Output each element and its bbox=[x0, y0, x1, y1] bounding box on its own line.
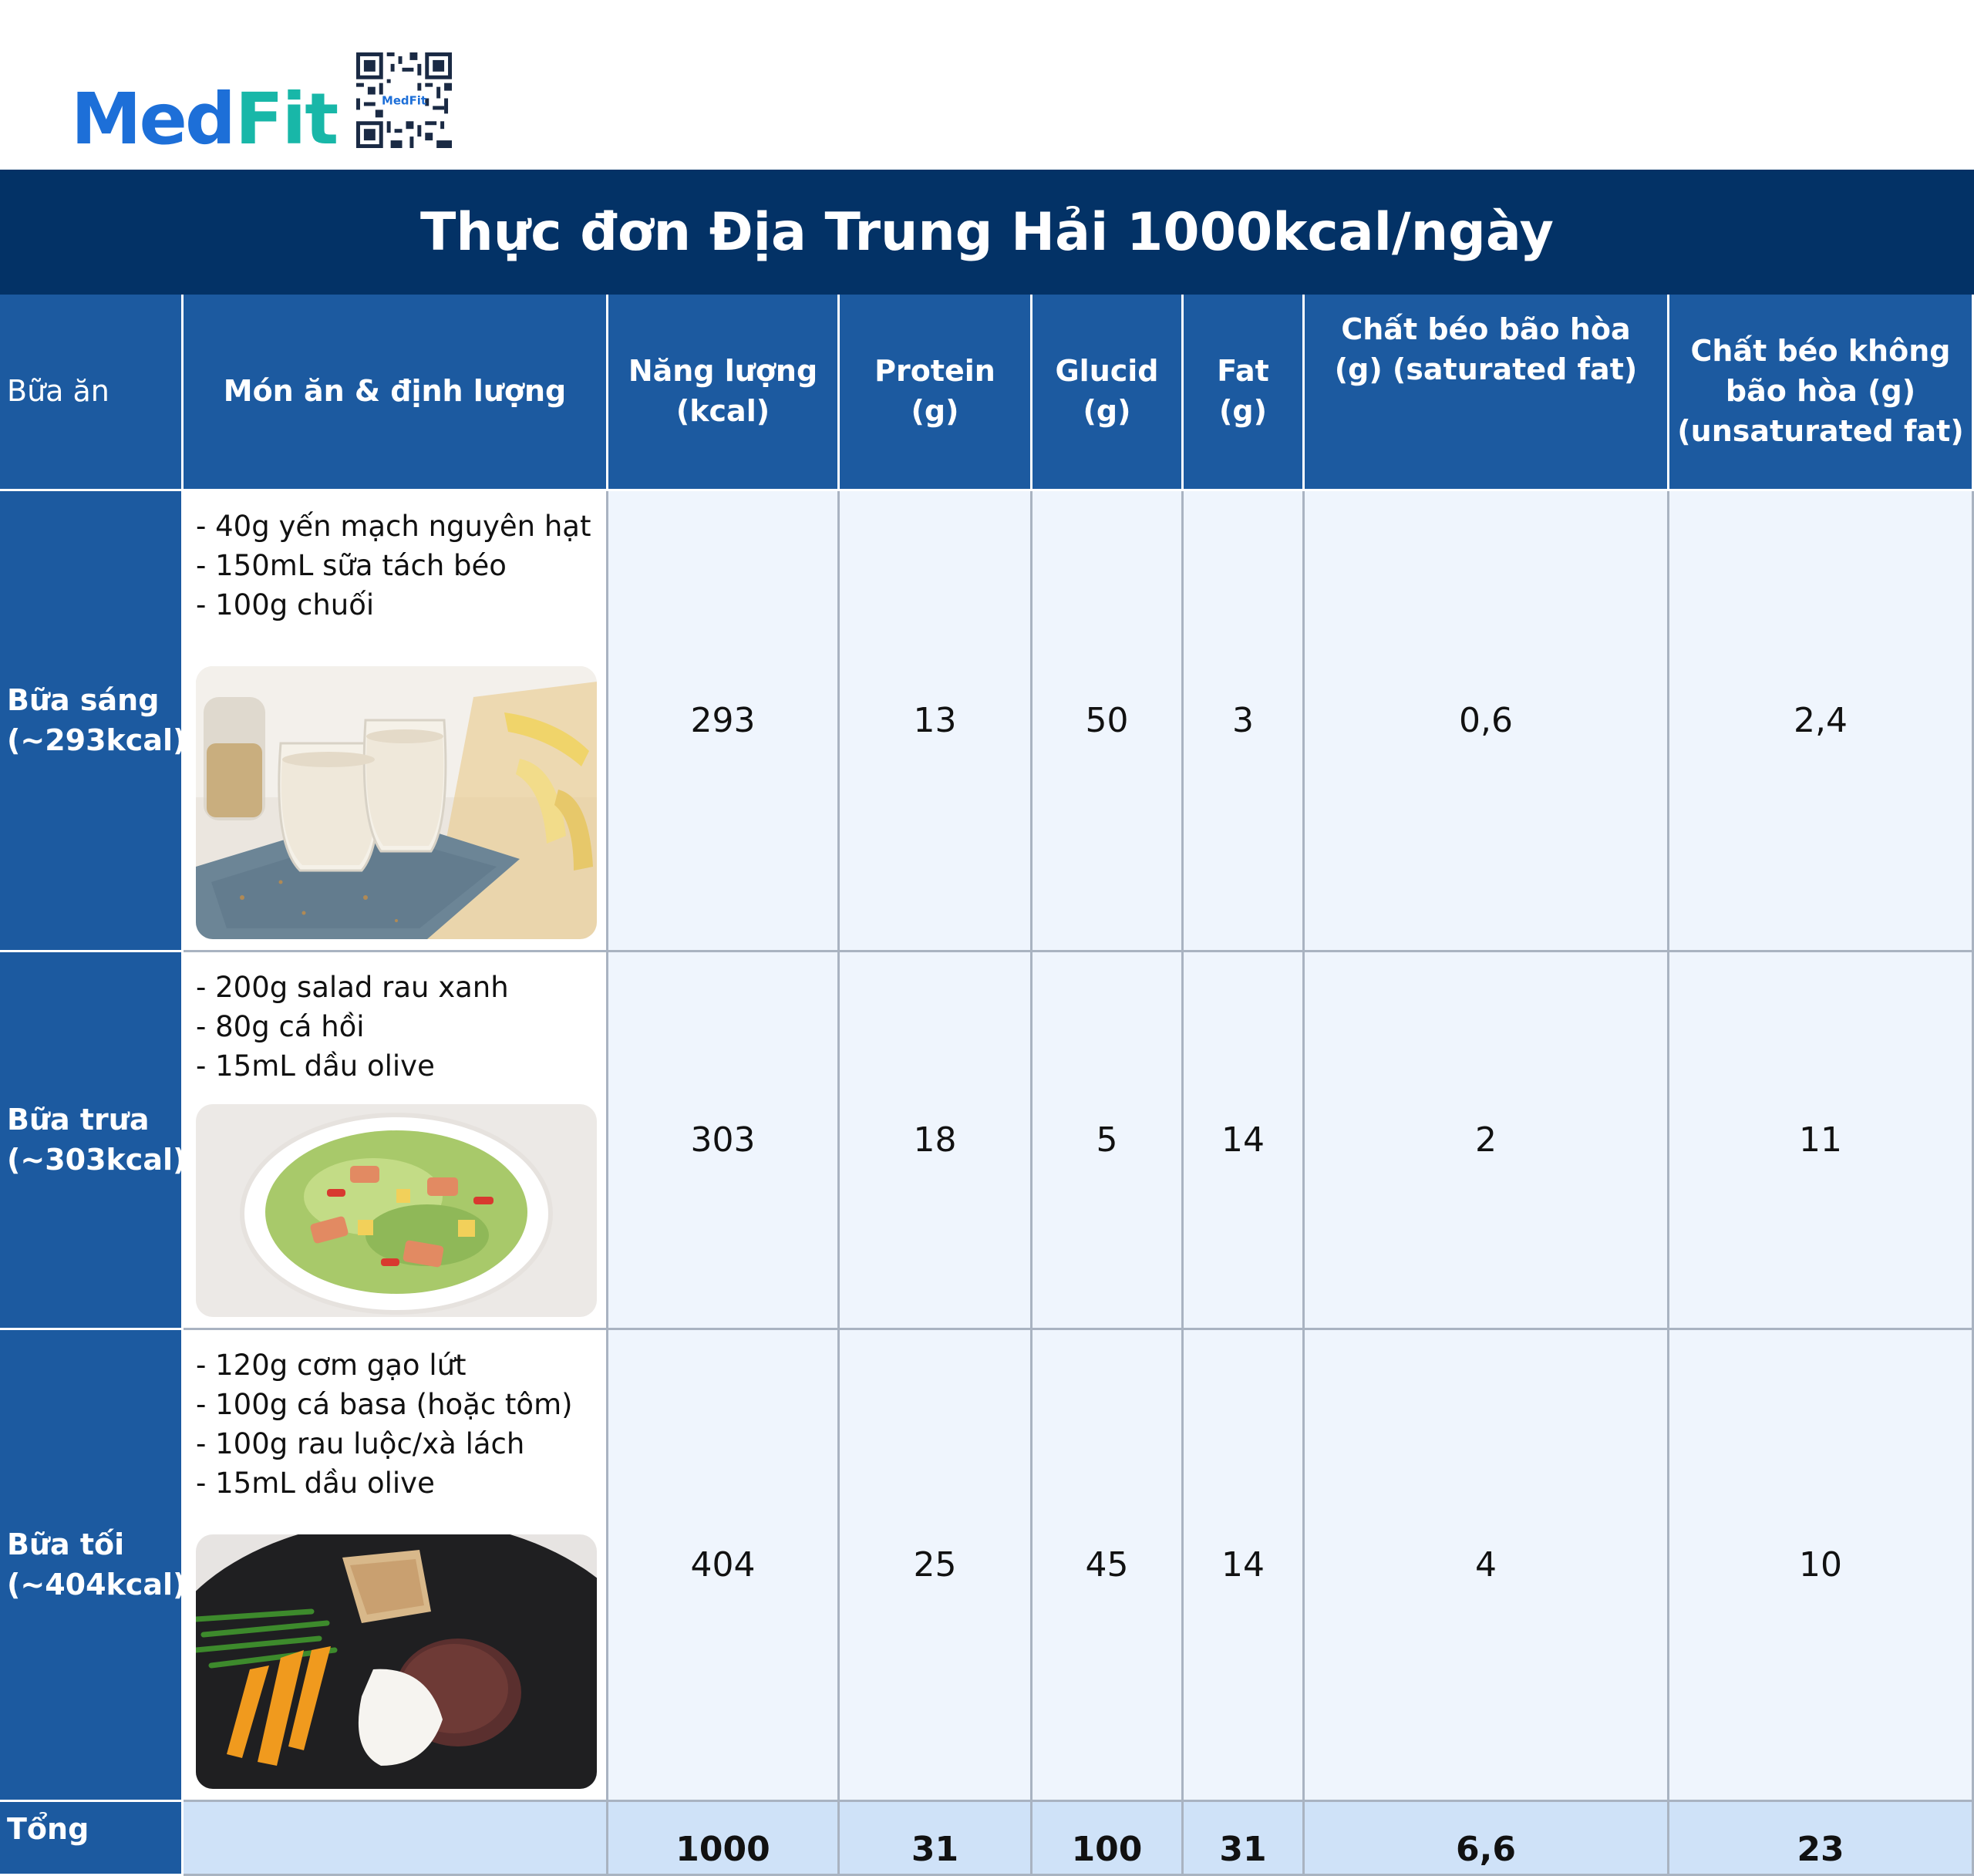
total-energy: 1000 bbox=[608, 1802, 840, 1876]
breakfast-photo bbox=[196, 666, 597, 939]
value-energy: 404 bbox=[608, 1330, 840, 1802]
value-glucid: 5 bbox=[1032, 952, 1184, 1330]
meal-kcal: (~293kcal) bbox=[7, 722, 187, 757]
total-unsaturated-fat: 23 bbox=[1669, 1802, 1974, 1876]
value-unsaturated-fat: 11 bbox=[1669, 952, 1974, 1330]
value-fat: 14 bbox=[1184, 1330, 1305, 1802]
value-saturated-fat: 0,6 bbox=[1305, 491, 1669, 952]
qr-center-text: MedFit bbox=[382, 93, 426, 107]
total-saturated-fat: 6,6 bbox=[1305, 1802, 1669, 1876]
page-title: Thực đơn Địa Trung Hải 1000kcal/ngày bbox=[0, 170, 1974, 295]
header-meal: Bữa ăn bbox=[0, 295, 184, 491]
value-energy: 293 bbox=[608, 491, 840, 952]
dish-item: - 120g cơm gạo lứt bbox=[196, 1349, 467, 1382]
value-glucid: 45 bbox=[1032, 1330, 1184, 1802]
meal-kcal: (~303kcal) bbox=[7, 1142, 187, 1177]
header-fat: Fat (g) bbox=[1184, 295, 1305, 491]
value-unsaturated-fat: 2,4 bbox=[1669, 491, 1974, 952]
dish-item: - 15mL dầu olive bbox=[196, 1467, 435, 1500]
value-glucid: 50 bbox=[1032, 491, 1184, 952]
dish-item: - 150mL sữa tách béo bbox=[196, 549, 507, 582]
total-dish-blank bbox=[184, 1802, 608, 1876]
value-protein: 25 bbox=[840, 1330, 1032, 1802]
dish-item: - 80g cá hồi bbox=[196, 1010, 365, 1043]
meal-name: Bữa tối bbox=[7, 1527, 125, 1561]
dish-item: - 15mL dầu olive bbox=[196, 1049, 435, 1083]
dish-item: - 40g yến mạch nguyên hạt bbox=[196, 510, 591, 543]
header-glucid: Glucid (g) bbox=[1032, 295, 1184, 491]
value-energy: 303 bbox=[608, 952, 840, 1330]
meal-name: Bữa trưa bbox=[7, 1102, 150, 1137]
lunch-photo bbox=[196, 1104, 597, 1317]
header-saturated-fat: Chất béo bão hòa (g) (saturated fat) bbox=[1305, 295, 1669, 491]
logo-text-med: Med bbox=[71, 78, 236, 160]
header-dish: Món ăn & định lượng bbox=[184, 295, 608, 491]
meal-kcal: (~404kcal) bbox=[7, 1567, 187, 1602]
value-fat: 3 bbox=[1184, 491, 1305, 952]
total-label: Tổng bbox=[0, 1802, 184, 1876]
value-fat: 14 bbox=[1184, 952, 1305, 1330]
total-glucid: 100 bbox=[1032, 1802, 1184, 1876]
header-protein: Protein (g) bbox=[840, 295, 1032, 491]
meal-label-dinner: Bữa tối (~404kcal) bbox=[0, 1330, 187, 1802]
dish-item: - 100g chuối bbox=[196, 588, 375, 621]
header-unsaturated-fat: Chất béo không bão hòa (g) (unsaturated … bbox=[1669, 295, 1974, 491]
dinner-photo bbox=[196, 1534, 597, 1789]
value-unsaturated-fat: 10 bbox=[1669, 1330, 1974, 1802]
nutrition-table: Bữa ăn Món ăn & định lượng Năng lượng (k… bbox=[0, 295, 1974, 1876]
value-saturated-fat: 2 bbox=[1305, 952, 1669, 1330]
value-saturated-fat: 4 bbox=[1305, 1330, 1669, 1802]
dish-cell-dinner: - 120g cơm gạo lứt - 100g cá basa (hoặc … bbox=[184, 1330, 608, 1802]
meal-label-breakfast: Bữa sáng (~293kcal) bbox=[0, 491, 187, 952]
total-fat: 31 bbox=[1184, 1802, 1305, 1876]
logo-text-fit: Fit bbox=[234, 78, 339, 160]
total-protein: 31 bbox=[840, 1802, 1032, 1876]
dish-cell-lunch: - 200g salad rau xanh - 80g cá hồi - 15m… bbox=[184, 952, 608, 1330]
value-protein: 18 bbox=[840, 952, 1032, 1330]
meal-label-lunch: Bữa trưa (~303kcal) bbox=[0, 952, 187, 1330]
qr-code-icon: MedFit bbox=[356, 52, 452, 148]
value-protein: 13 bbox=[840, 491, 1032, 952]
dish-item: - 200g salad rau xanh bbox=[196, 971, 509, 1004]
header-energy: Năng lượng (kcal) bbox=[608, 295, 840, 491]
medfit-logo: Med Fit bbox=[71, 77, 339, 162]
dish-cell-breakfast: - 40g yến mạch nguyên hạt - 150mL sữa tá… bbox=[184, 491, 608, 952]
dish-item: - 100g cá basa (hoặc tôm) bbox=[196, 1388, 573, 1421]
dish-item: - 100g rau luộc/xà lách bbox=[196, 1427, 525, 1460]
meal-name: Bữa sáng bbox=[7, 682, 160, 717]
